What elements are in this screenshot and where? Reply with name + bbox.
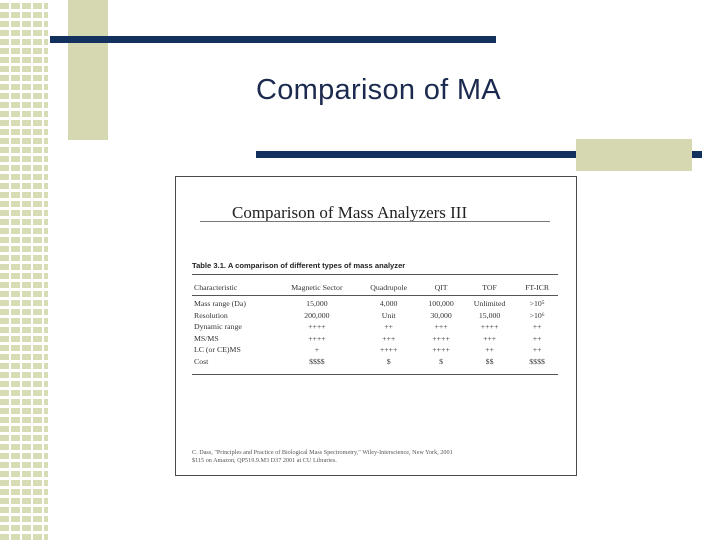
- table-header-row: Characteristic Magnetic Sector Quadrupol…: [192, 280, 558, 294]
- table-cell: Resolution: [194, 310, 228, 320]
- table-cell: MS/MS: [194, 333, 219, 343]
- column-header: FT-ICR: [525, 282, 550, 292]
- table-row: Resolution 200,000 Unit 30,000 15,000 >1…: [192, 310, 558, 322]
- column-header: Quadrupole: [370, 282, 408, 292]
- table-cell: >10⁵: [529, 299, 545, 309]
- table-cell: Dynamic range: [194, 322, 242, 332]
- table-cell: +: [314, 345, 320, 355]
- table-cell: 15,000: [478, 310, 501, 320]
- slide-title: Comparison of MA: [256, 74, 501, 106]
- table-cell: ++: [532, 345, 542, 355]
- table-header-rule: [192, 295, 558, 296]
- citation-line: C. Dass, "Principles and Practice of Bio…: [192, 449, 453, 456]
- table-cell: Unlimited: [473, 299, 506, 309]
- table-cell: 4,000: [379, 299, 398, 309]
- table-bottom-rule: [192, 374, 558, 375]
- table-cell: $: [386, 356, 391, 366]
- decorative-bar-top: [50, 36, 496, 43]
- column-header: Magnetic Sector: [291, 282, 343, 292]
- table-cell: $$: [485, 356, 494, 366]
- table-cell: 15,000: [306, 299, 328, 309]
- heading-underline: [200, 221, 550, 222]
- column-header: Characteristic: [194, 282, 238, 292]
- table-cell: ++++: [432, 345, 450, 355]
- table-cell: +++: [482, 333, 497, 343]
- table-caption: Table 3.1. A comparison of different typ…: [192, 261, 406, 270]
- table-row: Dynamic range ++++ ++ +++ ++++ ++: [192, 321, 558, 333]
- decorative-stripe: [0, 0, 48, 540]
- column-header: TOF: [482, 282, 497, 292]
- column-header: QIT: [434, 282, 448, 292]
- table-cell: ++++: [308, 333, 326, 343]
- table-cell: 100,000: [428, 299, 454, 309]
- table-cell: ++++: [379, 345, 398, 355]
- table-cell: $: [439, 356, 444, 366]
- decorative-bar-bottom: [256, 151, 702, 158]
- citation-line: $115 on Amazon, QP519.9.M3 D37 2001 at C…: [192, 457, 337, 464]
- decorative-block-left: [68, 0, 108, 140]
- table-row: MS/MS ++++ +++ ++++ +++ ++: [192, 333, 558, 345]
- table-cell: Mass range (Da): [194, 299, 246, 309]
- table-cell: LC (or CE)MS: [194, 345, 241, 355]
- table-cell: ++++: [432, 333, 450, 343]
- comparison-table: Characteristic Magnetic Sector Quadrupol…: [192, 280, 558, 367]
- table-cell: +++: [434, 322, 448, 332]
- table-cell: $$$$: [309, 356, 325, 366]
- table-cell: >10⁶: [529, 310, 545, 320]
- table-row: Cost $$$$ $ $ $$ $$$$: [192, 356, 558, 368]
- table-cell: Cost: [194, 356, 209, 366]
- table-cell: ++: [485, 345, 494, 355]
- table-row: Mass range (Da) 15,000 4,000 100,000 Unl…: [192, 298, 558, 310]
- table-cell: 200,000: [304, 310, 330, 320]
- decorative-block-right: [576, 139, 692, 171]
- table-cell: ++: [532, 333, 542, 343]
- table-cell: ++: [532, 322, 542, 332]
- table-cell: $$$$: [529, 356, 545, 366]
- table-top-rule: [192, 274, 558, 275]
- document-heading: Comparison of Mass Analyzers III: [232, 203, 468, 222]
- table-cell: ++++: [308, 322, 326, 332]
- scanned-document: Comparison of Mass Analyzers III Table 3…: [175, 176, 577, 476]
- table-cell: ++: [384, 322, 394, 332]
- table-row: LC (or CE)MS + ++++ ++++ ++ ++: [192, 344, 558, 356]
- table-cell: Unit: [381, 310, 396, 320]
- table-cell: ++++: [480, 322, 499, 332]
- table-cell: 30,000: [430, 310, 452, 320]
- table-cell: +++: [382, 333, 396, 343]
- citation: C. Dass, "Principles and Practice of Bio…: [192, 449, 562, 465]
